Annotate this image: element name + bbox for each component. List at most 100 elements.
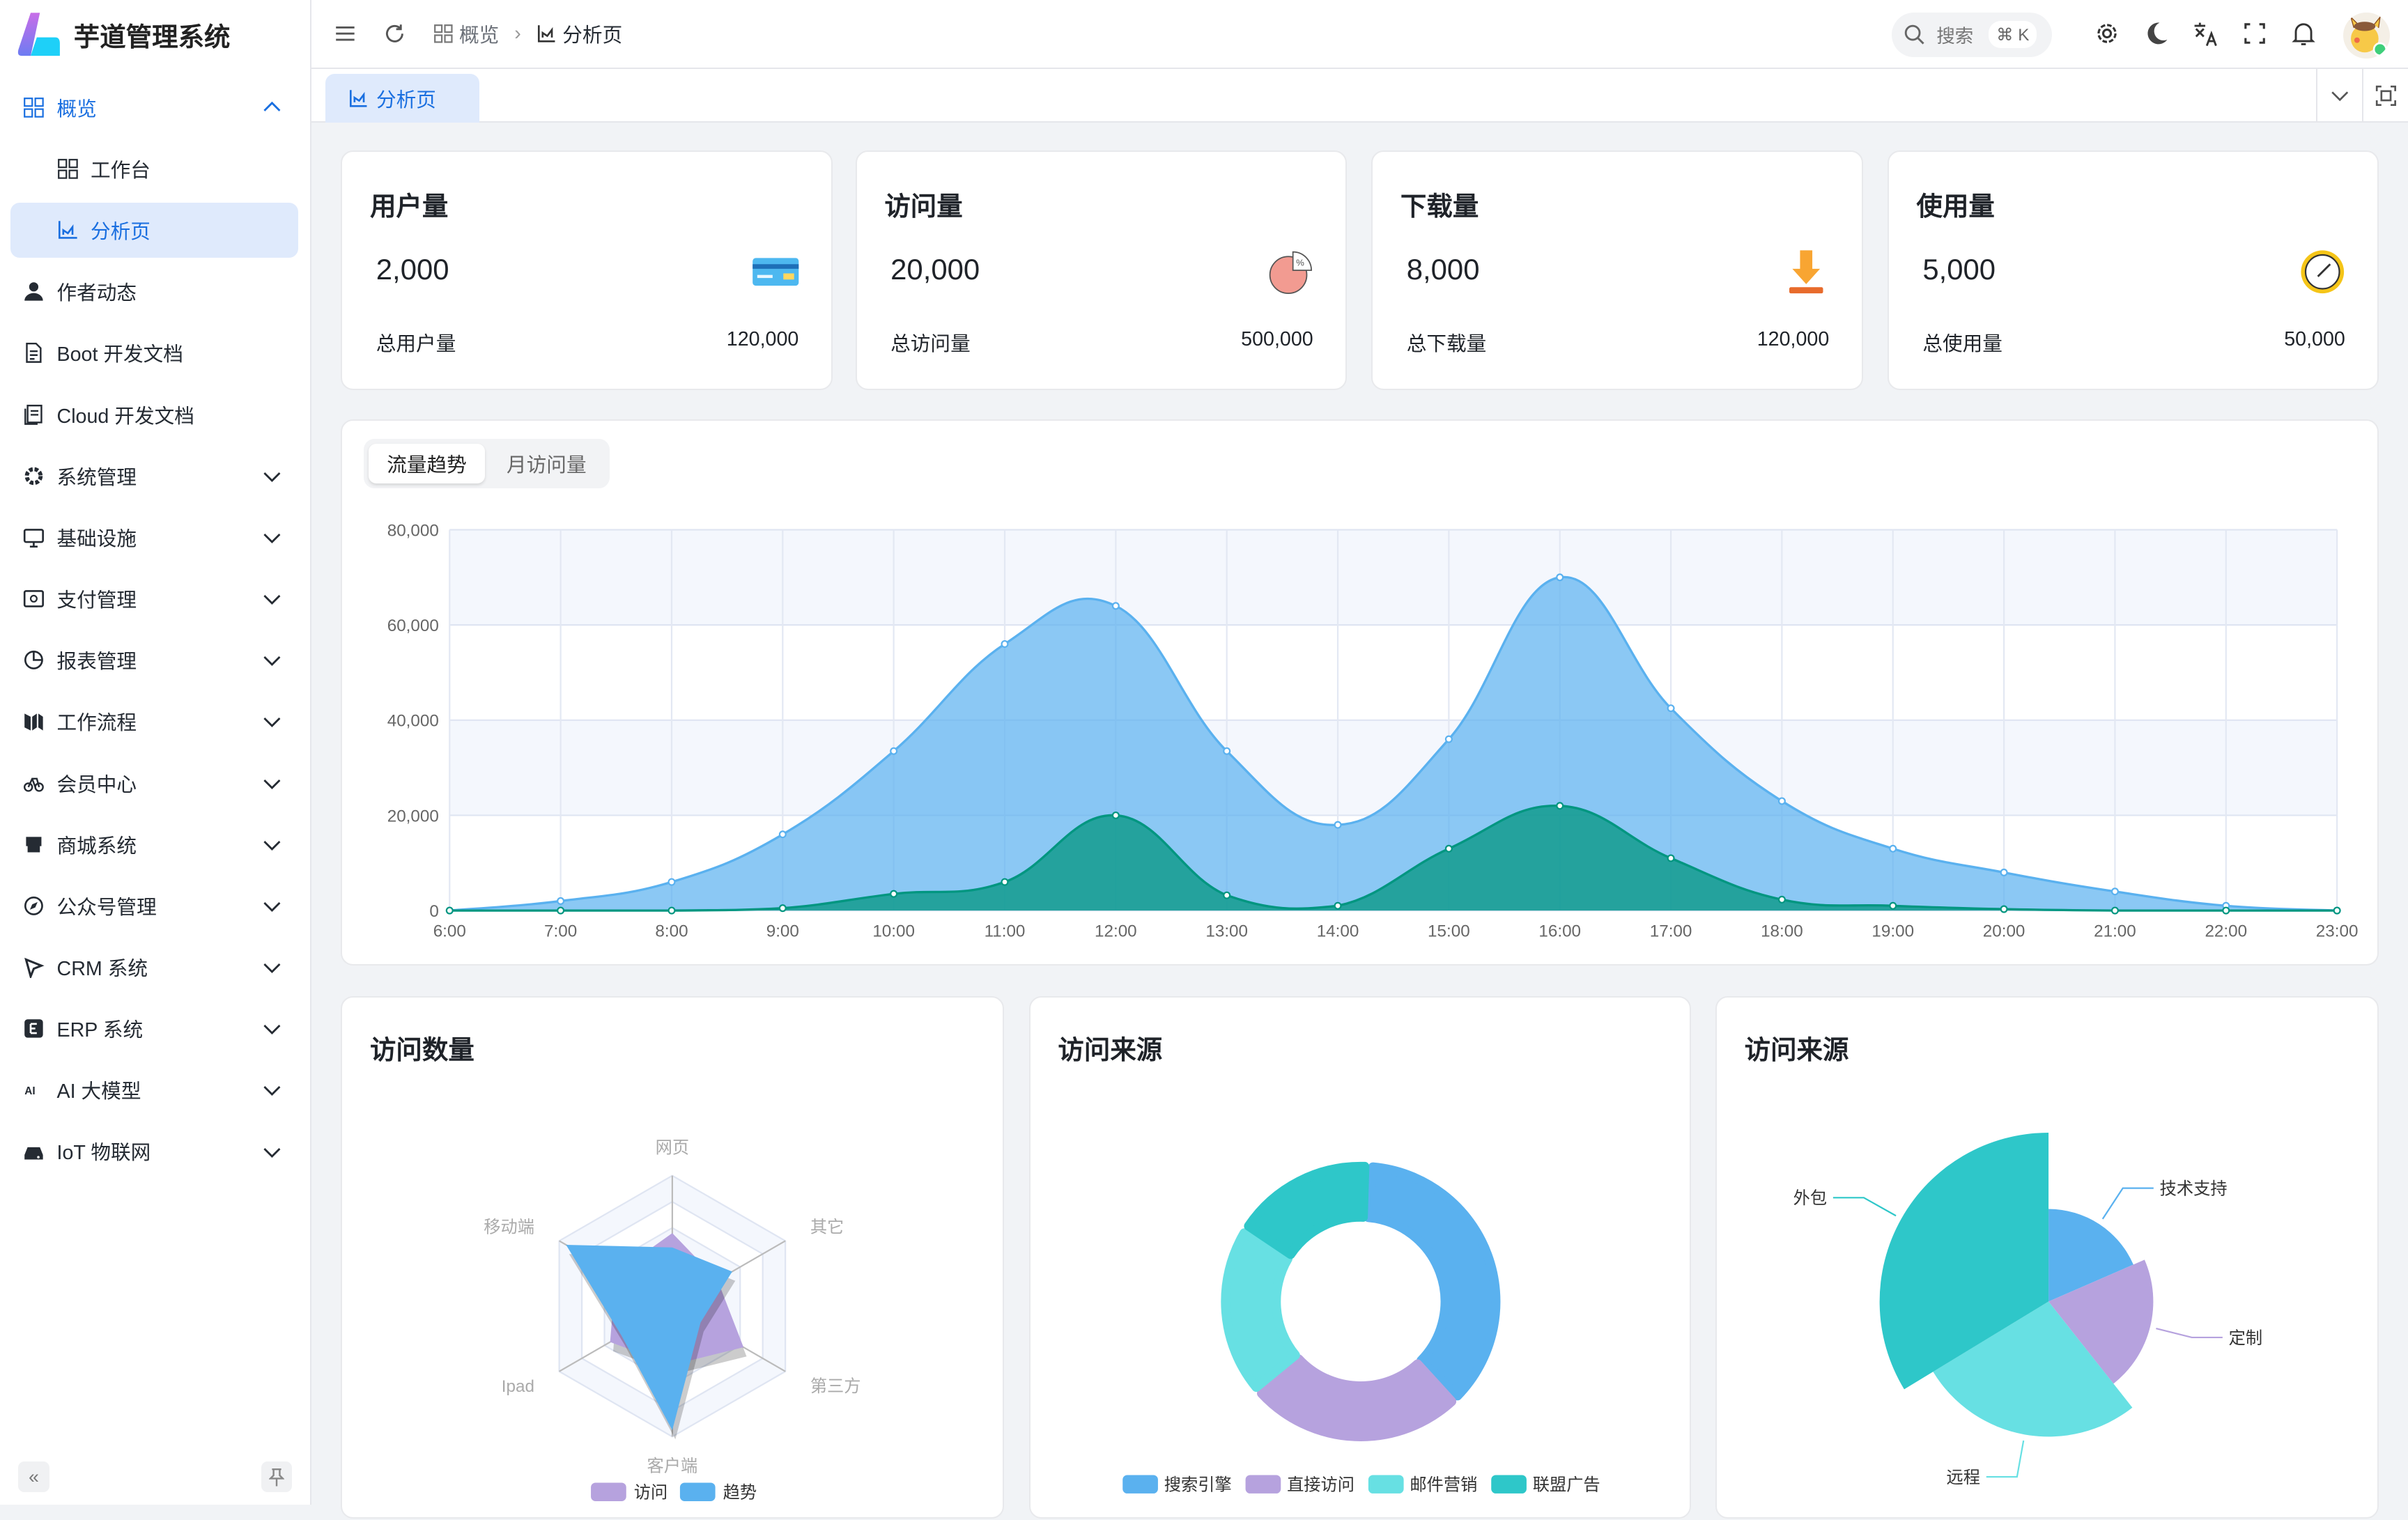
translate-icon[interactable] bbox=[2190, 18, 2221, 49]
sidebar-item[interactable]: Cloud 开发文档 bbox=[0, 384, 310, 445]
data-point[interactable] bbox=[1112, 602, 1120, 610]
sidebar-item[interactable]: 分析页 bbox=[0, 200, 310, 261]
data-point[interactable] bbox=[1667, 704, 1675, 712]
sidebar-item[interactable]: ERP 系统 bbox=[0, 998, 310, 1060]
data-point[interactable] bbox=[1667, 854, 1675, 862]
legend-swatch[interactable] bbox=[591, 1482, 627, 1502]
rose-slice[interactable] bbox=[1879, 1133, 2049, 1390]
breadcrumb-item[interactable]: 概览 bbox=[458, 24, 500, 47]
data-point[interactable] bbox=[1001, 878, 1009, 886]
legend-swatch[interactable] bbox=[1245, 1475, 1281, 1494]
chevron-down-icon[interactable] bbox=[261, 895, 283, 917]
chevron-down-icon[interactable] bbox=[261, 773, 283, 794]
rose-slice[interactable] bbox=[1933, 1301, 2133, 1437]
menu-toggle-button[interactable] bbox=[329, 17, 362, 50]
gear-icon[interactable] bbox=[2092, 18, 2122, 49]
sidebar-item[interactable]: 报表管理 bbox=[0, 630, 310, 691]
sidebar-item[interactable]: 会员中心 bbox=[0, 752, 310, 814]
bell-icon[interactable] bbox=[2288, 18, 2319, 49]
donut-slice[interactable] bbox=[1244, 1162, 1370, 1259]
data-point[interactable] bbox=[1556, 573, 1564, 582]
data-point[interactable] bbox=[1445, 844, 1453, 853]
legend-label[interactable]: 访问 bbox=[634, 1484, 667, 1503]
data-point[interactable] bbox=[557, 897, 565, 905]
fullscreen-icon[interactable] bbox=[2239, 18, 2270, 49]
legend-swatch[interactable] bbox=[1368, 1475, 1404, 1494]
chevron-down-icon[interactable] bbox=[261, 649, 283, 671]
sidebar-item[interactable]: 公众号管理 bbox=[0, 875, 310, 936]
data-point[interactable] bbox=[2000, 868, 2008, 876]
sidebar-item[interactable]: AI AI 大模型 bbox=[0, 1060, 310, 1121]
pin-sidebar-button[interactable] bbox=[261, 1461, 292, 1493]
sidebar-item[interactable]: 基础设施 bbox=[0, 506, 310, 568]
data-point[interactable] bbox=[1778, 797, 1786, 805]
donut-slice[interactable] bbox=[1256, 1354, 1456, 1442]
tab-monthly-visits[interactable]: 月访问量 bbox=[507, 453, 587, 476]
donut-slice[interactable] bbox=[1363, 1163, 1501, 1401]
chevron-down-icon[interactable] bbox=[261, 1141, 283, 1163]
data-point[interactable] bbox=[1445, 735, 1453, 743]
data-point[interactable] bbox=[890, 890, 898, 898]
data-point[interactable] bbox=[1001, 639, 1009, 648]
data-point[interactable] bbox=[1223, 747, 1231, 755]
sidebar-item[interactable]: Boot 开发文档 bbox=[0, 323, 310, 384]
data-point[interactable] bbox=[667, 878, 676, 886]
data-point[interactable] bbox=[779, 830, 787, 839]
data-point[interactable] bbox=[1112, 811, 1120, 819]
data-point[interactable] bbox=[2111, 887, 2120, 896]
data-point[interactable] bbox=[446, 906, 454, 915]
sidebar-item[interactable]: 系统管理 bbox=[0, 445, 310, 506]
legend-label[interactable]: 邮件营销 bbox=[1410, 1476, 1477, 1495]
data-point[interactable] bbox=[1334, 821, 1342, 829]
legend-swatch[interactable] bbox=[1490, 1475, 1527, 1494]
data-point[interactable] bbox=[1223, 891, 1231, 899]
chevron-down-icon[interactable] bbox=[261, 711, 283, 732]
sidebar-item[interactable]: IoT 物联网 bbox=[0, 1121, 310, 1182]
moon-icon[interactable] bbox=[2141, 18, 2172, 49]
data-point[interactable] bbox=[557, 906, 565, 915]
rose-slice[interactable] bbox=[2048, 1209, 2133, 1302]
data-point[interactable] bbox=[2111, 906, 2120, 915]
legend-swatch[interactable] bbox=[680, 1482, 716, 1502]
chevron-down-icon[interactable] bbox=[261, 527, 283, 548]
data-point[interactable] bbox=[2000, 905, 2008, 913]
sidebar-item[interactable]: 商城系统 bbox=[0, 814, 310, 875]
data-point[interactable] bbox=[1556, 801, 1564, 810]
search-button[interactable]: 搜索 ⌘ K bbox=[1892, 12, 2052, 57]
app-logo[interactable]: 芋道管理系统 bbox=[0, 0, 310, 69]
data-point[interactable] bbox=[890, 747, 898, 755]
data-point[interactable] bbox=[1778, 895, 1786, 904]
refresh-button[interactable] bbox=[378, 17, 411, 50]
chevron-down-icon[interactable] bbox=[261, 1079, 283, 1101]
collapse-sidebar-button[interactable]: « bbox=[18, 1461, 49, 1493]
chevron-down-icon[interactable] bbox=[261, 834, 283, 855]
tab-traffic-trend[interactable]: 流量趋势 bbox=[368, 443, 486, 484]
legend-label[interactable]: 趋势 bbox=[723, 1484, 757, 1503]
radar-series-1[interactable] bbox=[566, 1245, 733, 1431]
chevron-down-icon[interactable] bbox=[261, 588, 283, 610]
sidebar-item[interactable]: 工作台 bbox=[0, 138, 310, 199]
donut-slice[interactable] bbox=[1221, 1228, 1300, 1393]
chevron-down-icon[interactable] bbox=[261, 1018, 283, 1039]
data-point[interactable] bbox=[1889, 844, 1897, 853]
data-point[interactable] bbox=[2333, 906, 2341, 915]
data-point[interactable] bbox=[1334, 901, 1342, 910]
legend-label[interactable]: 搜索引擎 bbox=[1164, 1476, 1231, 1495]
data-point[interactable] bbox=[1889, 901, 1897, 910]
sidebar-item[interactable]: CRM 系统 bbox=[0, 936, 310, 998]
sidebar-item[interactable]: 作者动态 bbox=[0, 261, 310, 323]
legend-label[interactable]: 直接访问 bbox=[1287, 1476, 1354, 1495]
data-point[interactable] bbox=[779, 904, 787, 912]
legend-swatch[interactable] bbox=[1122, 1475, 1158, 1494]
sidebar-item[interactable]: 支付管理 bbox=[0, 568, 310, 629]
legend-label[interactable]: 联盟广告 bbox=[1532, 1476, 1600, 1495]
chevron-down-icon[interactable] bbox=[261, 465, 283, 487]
avatar[interactable] bbox=[2343, 12, 2390, 59]
maximize-content-button[interactable] bbox=[2361, 69, 2408, 123]
chevron-up-icon[interactable] bbox=[261, 97, 283, 118]
tabs-dropdown-button[interactable] bbox=[2315, 69, 2362, 123]
data-point[interactable] bbox=[667, 906, 676, 915]
chevron-down-icon[interactable] bbox=[261, 956, 283, 978]
tab-analysis[interactable]: 分析页 bbox=[325, 73, 479, 123]
data-point[interactable] bbox=[2222, 906, 2230, 915]
